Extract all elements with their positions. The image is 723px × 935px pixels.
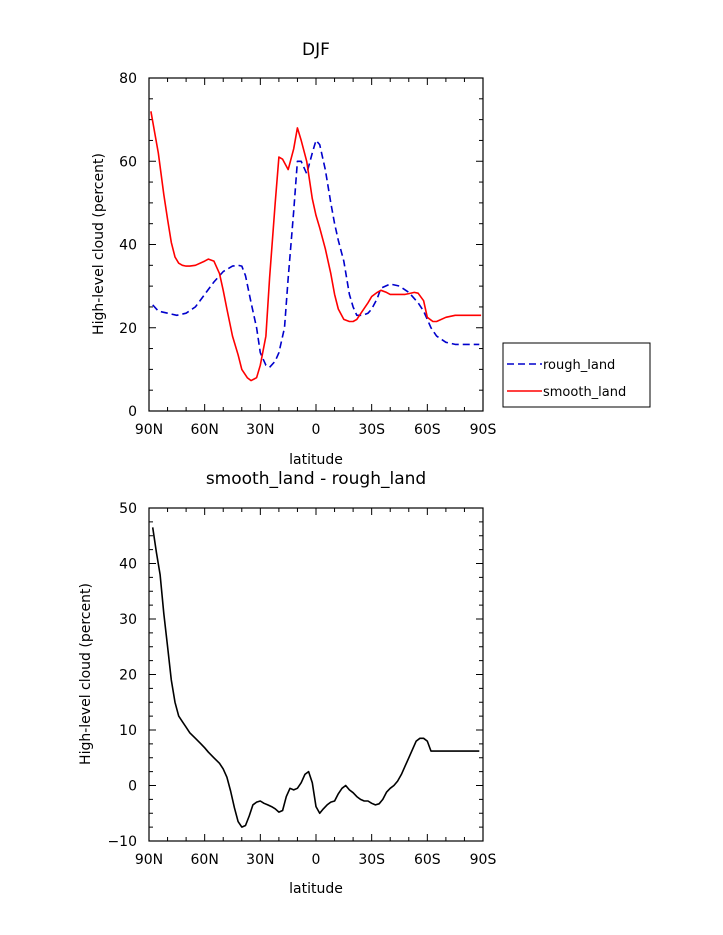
top-chart-y-tick-label: 0 [128,404,137,420]
top-chart-x-tick-label: 30S [358,422,385,438]
top-chart-x-tick-label: 30N [246,422,274,438]
top-chart-x-tick-label: 0 [312,422,321,438]
top-chart-y-axis-label: High-level cloud (percent) [91,153,107,335]
series-line-rough-land [152,139,480,369]
bottom-chart-y-tick-label: 50 [119,501,137,517]
bottom-chart-title: smooth_land - rough_land [206,469,426,489]
bottom-chart-x-tick-label: 0 [312,852,321,868]
bottom-chart-y-tick-label: −10 [107,834,137,850]
series-line-smooth-land [150,111,482,382]
bottom-chart-y-tick-label: 20 [119,668,137,684]
bottom-chart-y-tick-label: 10 [119,723,137,739]
top-chart-x-axis-label: latitude [289,452,343,468]
bottom-chart-y-tick-label: 30 [119,612,137,628]
legend-box [502,342,651,408]
legend-label-rough-land: rough_land [543,358,615,373]
bottom-chart-x-tick-label: 90N [135,852,163,868]
bottom-chart-x-tick-label: 30N [246,852,274,868]
bottom-chart-x-tick-label: 90S [470,852,497,868]
bottom-chart-plot-frame [148,507,484,842]
top-chart-y-tick-label: 80 [119,71,137,87]
top-chart-x-tick-label: 90N [135,422,163,438]
bottom-chart-y-axis-label: High-level cloud (percent) [78,583,94,765]
top-chart-legend: rough_land smooth_land [502,342,651,408]
top-chart-x-tick-label: 60N [191,422,219,438]
series-line-difference [151,527,480,828]
top-chart-y-tick-label: 60 [119,154,137,170]
top-chart-y-tick-label: 40 [119,238,137,254]
top-chart-x-tick-label: 90S [470,422,497,438]
top-chart-panel: DJF 90N 60N 30N 0 30S 60S 90S 0 20 40 60 80 latitud… [91,40,651,468]
bottom-chart-y-tick-label: 0 [128,779,137,795]
top-chart-title: DJF [302,40,330,60]
top-chart-x-tick-label: 60S [414,422,441,438]
bottom-chart-panel: smooth_land - rough_land 90N 60N 30N 0 30S 60… [78,469,496,897]
bottom-chart-x-tick-label: 30S [358,852,385,868]
bottom-chart-x-axis-label: latitude [289,881,343,897]
top-chart-y-tick-label: 20 [119,321,137,337]
bottom-chart-y-tick-label: 40 [119,557,137,573]
legend-label-smooth-land: smooth_land [543,385,626,400]
top-chart-plot-frame [148,77,484,412]
bottom-chart-x-tick-label: 60N [191,852,219,868]
bottom-chart-x-tick-label: 60S [414,852,441,868]
